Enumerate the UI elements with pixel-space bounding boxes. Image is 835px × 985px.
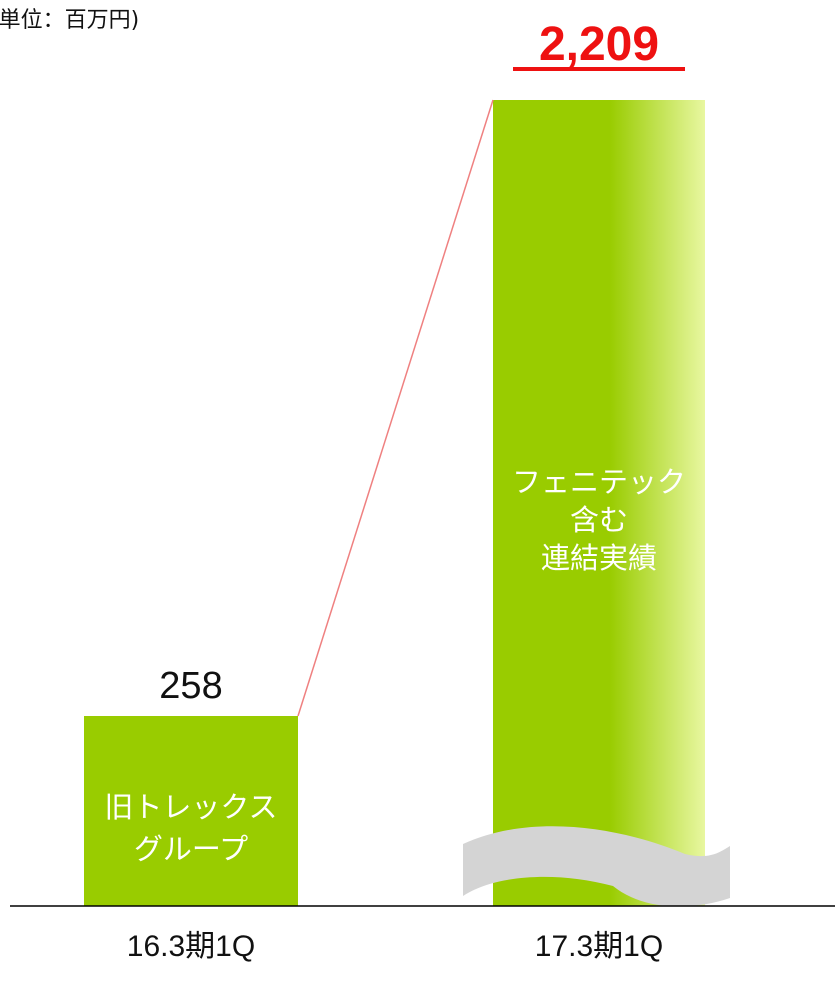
- x-tick-label: 17.3期1Q: [535, 930, 663, 963]
- x-tick-label: 16.3期1Q: [127, 930, 255, 963]
- bar-2-label: 連結実績: [541, 541, 657, 575]
- axis-break-mark: [463, 826, 730, 907]
- bar-1: [84, 716, 298, 906]
- value-label-1: 258: [159, 665, 222, 707]
- bar-2: [493, 100, 705, 906]
- value-label-2: 2,209: [539, 18, 659, 71]
- connector-line: [297, 99, 494, 717]
- bar-2-label: フェニテック: [512, 465, 686, 499]
- bar-2-label: 含む: [570, 503, 628, 537]
- bar-1-label: 旧トレックス: [104, 790, 277, 824]
- unit-label: (単位：百万円): [0, 8, 140, 33]
- bar-1-label: グループ: [134, 832, 248, 866]
